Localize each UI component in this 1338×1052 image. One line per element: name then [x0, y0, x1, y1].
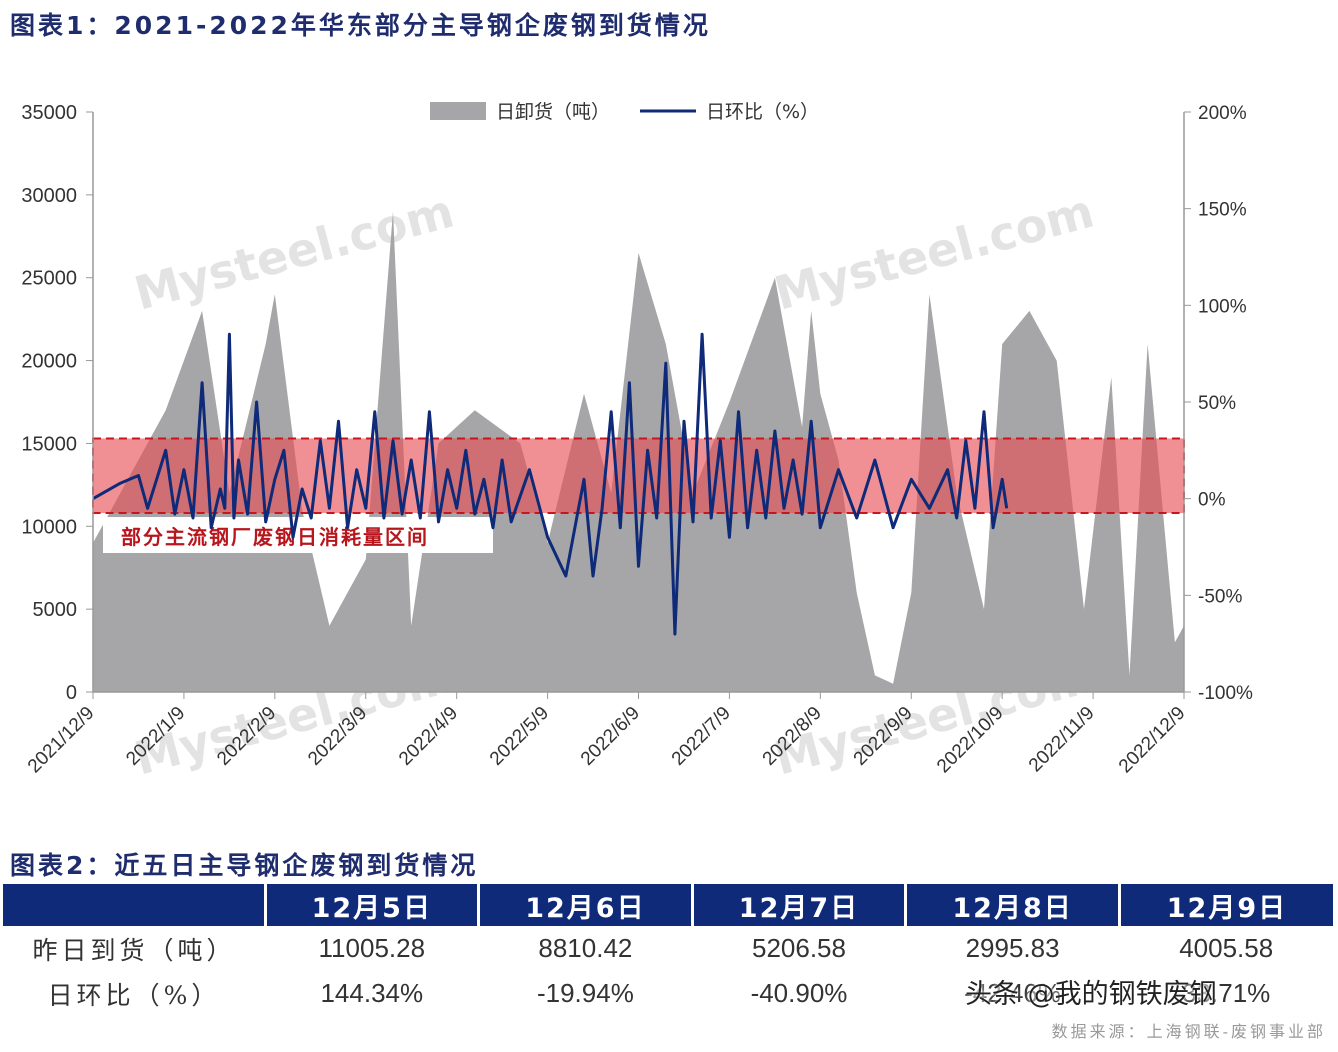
figure1-title: 图表1：2021-2022年华东部分主导钢企废钢到货情况: [10, 11, 711, 40]
x-tick-label: 2022/12/9: [1115, 703, 1190, 778]
watermark-text: Mysteel.com: [769, 184, 1099, 321]
right-tick-label: -50%: [1198, 586, 1242, 607]
x-tick-label: 2021/12/9: [24, 703, 99, 778]
column-header: 12月9日: [1117, 884, 1333, 926]
source-note: 数据来源：上海钢联-废钢事业部: [1051, 1022, 1326, 1041]
table-row: 昨日到货（吨） 11005.28 8810.42 5206.58 2995.83…: [3, 926, 1333, 971]
right-tick-label: 150%: [1198, 200, 1247, 221]
platform-badge: 头条 @我的钢铁废钢: [965, 979, 1217, 1010]
left-tick-label: 0: [66, 682, 77, 704]
column-header: 12月5日: [263, 884, 479, 926]
table-cell: -40.90%: [750, 978, 848, 1008]
left-tick-label: 10000: [21, 516, 77, 538]
table-cell: 2995.83: [965, 933, 1060, 963]
consumption-band: [92, 437, 1185, 515]
left-tick-label: 35000: [21, 102, 77, 124]
table-cell: 5206.58: [751, 933, 846, 963]
legend-area-swatch: [430, 102, 486, 120]
right-tick-label: -100%: [1198, 683, 1253, 704]
x-tick-label: 2022/7/9: [668, 703, 735, 770]
table-cell: -19.94%: [536, 978, 634, 1008]
table-cell: -42.46%: [964, 978, 1061, 1008]
right-tick-label: 100%: [1198, 296, 1247, 317]
line-layer: [92, 332, 1009, 636]
band-label-bg: [103, 517, 493, 554]
table-cell: 8810.42: [538, 933, 633, 963]
x-tick-label: 2022/6/9: [577, 703, 644, 770]
left-tick-label: 30000: [21, 185, 77, 207]
x-tick-label: 2022/5/9: [486, 703, 553, 770]
band-label: 部分主流钢厂废钢日消耗量区间: [121, 525, 429, 549]
right-tick-label: 200%: [1198, 103, 1247, 124]
table-cell: 33.71%: [1182, 978, 1271, 1008]
watermark-text: Mysteel.com: [129, 184, 459, 321]
left-tick-label: 20000: [21, 351, 77, 373]
column-header: 12月7日: [690, 884, 906, 926]
left-tick-label: 15000: [21, 433, 77, 455]
column-header: 12月8日: [904, 884, 1120, 926]
table-corner: [3, 884, 265, 926]
left-tick-label: 5000: [33, 599, 78, 621]
legend-area-label: 日卸货（吨）: [496, 101, 610, 123]
legend-line-label: 日环比（%）: [706, 101, 819, 123]
column-header: 12月6日: [477, 884, 693, 926]
chart-legend: 日卸货（吨） 日环比（%）: [430, 101, 819, 123]
recent-arrivals-table: 12月5日 12月6日 12月7日 12月8日 12月9日 昨日到货（吨） 11…: [3, 884, 1333, 1016]
table-cell: 11005.28: [318, 933, 426, 963]
table-row: 日环比（%） 144.34% -19.94% -40.90% -42.46% 3…: [3, 971, 1333, 1016]
left-tick-label: 25000: [21, 268, 77, 290]
table-header-row: 12月5日 12月6日 12月7日 12月8日 12月9日: [3, 884, 1333, 926]
daily-change-line: [92, 332, 1009, 636]
right-tick-label: 0%: [1198, 490, 1226, 511]
figure2-title: 图表2：近五日主导钢企废钢到货情况: [10, 851, 479, 880]
table-cell: 144.34%: [320, 978, 424, 1008]
row-label: 日环比（%）: [47, 980, 221, 1010]
right-tick-label: 50%: [1198, 393, 1236, 414]
row-label: 昨日到货（吨）: [32, 935, 236, 965]
table-cell: 4005.58: [1179, 933, 1274, 963]
